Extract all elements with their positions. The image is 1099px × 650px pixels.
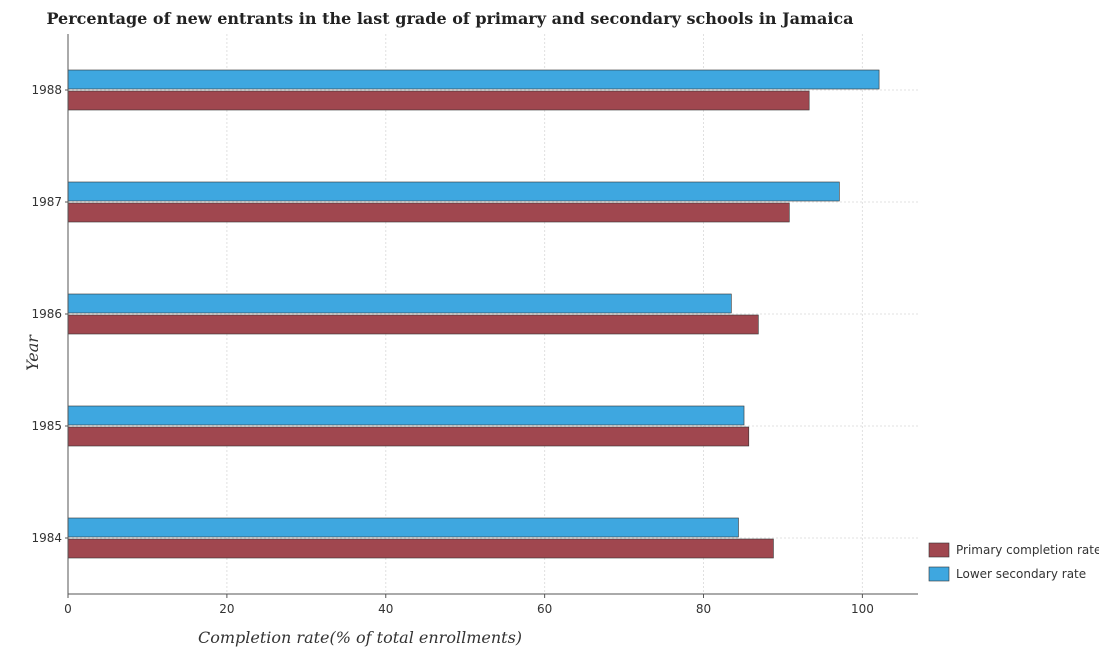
bar-lower-secondary-1986 bbox=[67, 293, 732, 314]
y-tick-label: 1985 bbox=[31, 419, 62, 433]
x-axis-label: Completion rate(% of total enrollments) bbox=[198, 628, 522, 647]
x-tick-label: 0 bbox=[64, 602, 72, 616]
bar-lower-secondary-1985 bbox=[67, 405, 745, 426]
x-tick-label: 40 bbox=[378, 602, 393, 616]
plot-area: 1984 1985 1986 1987 1988 0 20 40 60 80 100 bbox=[31, 34, 918, 616]
y-tick-label: 1986 bbox=[31, 307, 62, 321]
bar-primary-completion-1985 bbox=[67, 426, 750, 447]
bar-primary-completion-1984 bbox=[67, 538, 774, 559]
x-tick-label: 20 bbox=[219, 602, 234, 616]
x-tick-label: 100 bbox=[851, 602, 874, 616]
legend: Primary completion rate Lower secondary r… bbox=[928, 542, 1099, 582]
bar-lower-secondary-1988 bbox=[67, 69, 880, 90]
x-tick-label: 60 bbox=[537, 602, 552, 616]
y-tick-label: 1988 bbox=[31, 83, 62, 97]
legend-swatch-primary-completion bbox=[928, 542, 950, 558]
legend-label-primary-completion: Primary completion rate bbox=[956, 543, 1099, 557]
bar-lower-secondary-1984 bbox=[67, 517, 739, 538]
bar-lower-secondary-1987 bbox=[67, 181, 840, 202]
bar-primary-completion-1987 bbox=[67, 202, 790, 223]
bar-primary-completion-1988 bbox=[67, 90, 810, 111]
chart-title: Percentage of new entrants in the last g… bbox=[46, 9, 853, 28]
legend-swatch-lower-secondary bbox=[928, 566, 950, 582]
legend-label-lower-secondary: Lower secondary rate bbox=[956, 567, 1086, 581]
bar-primary-completion-1986 bbox=[67, 314, 759, 335]
y-tick-label: 1984 bbox=[31, 531, 62, 545]
x-tick-label: 80 bbox=[696, 602, 711, 616]
y-tick-label: 1987 bbox=[31, 195, 62, 209]
y-axis-label: Year bbox=[23, 334, 42, 371]
